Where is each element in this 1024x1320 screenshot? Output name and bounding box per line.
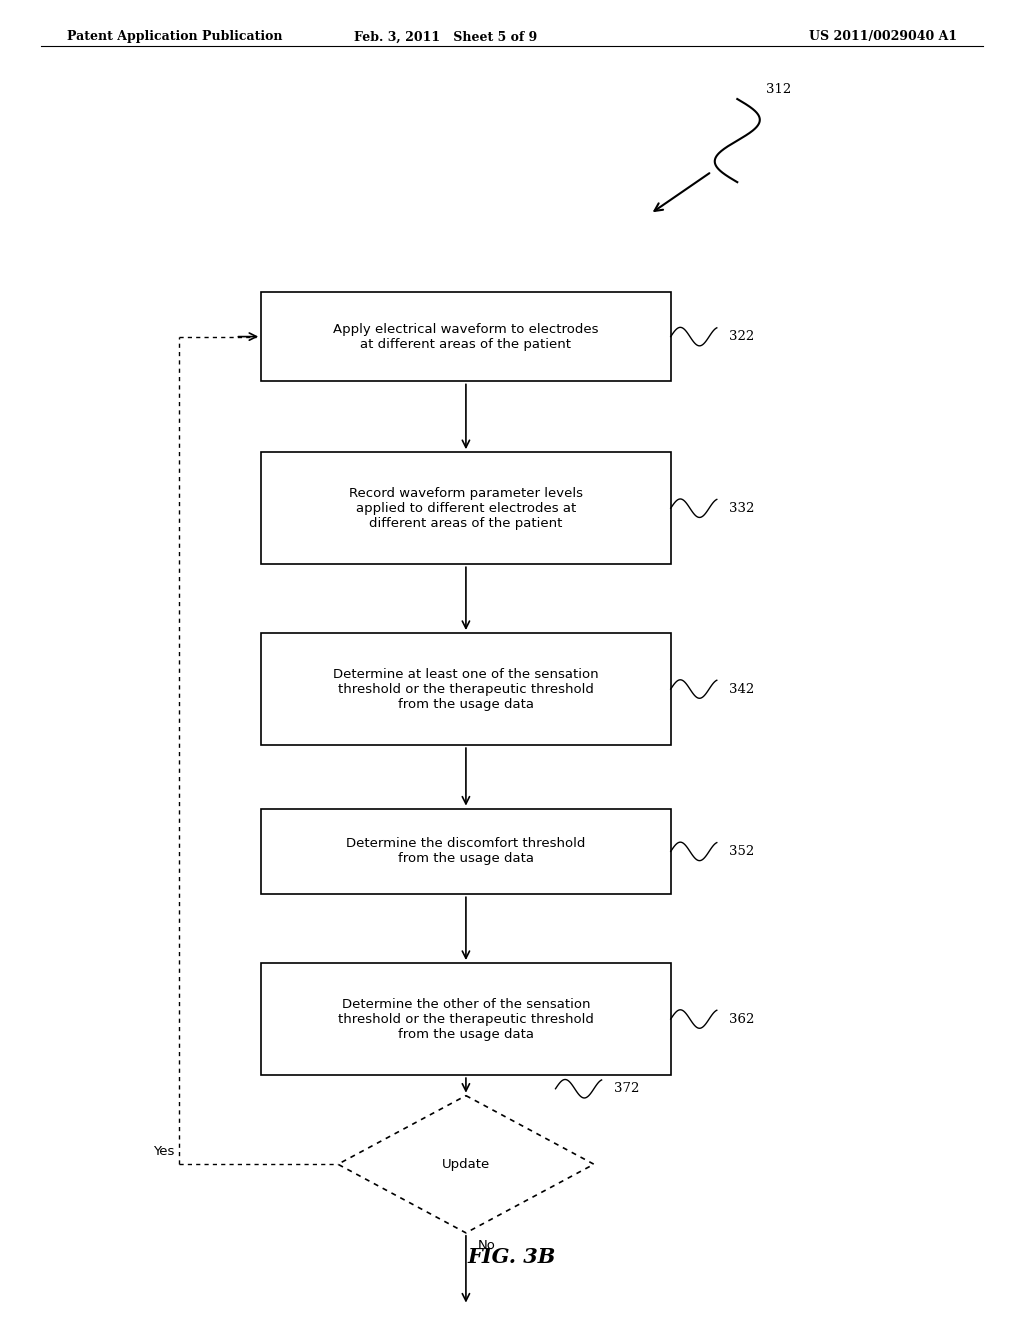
FancyBboxPatch shape <box>261 451 671 565</box>
Text: 332: 332 <box>729 502 755 515</box>
FancyBboxPatch shape <box>261 964 671 1074</box>
Text: No: No <box>478 1239 496 1253</box>
FancyBboxPatch shape <box>261 808 671 895</box>
Text: Apply electrical waveform to electrodes
at different areas of the patient: Apply electrical waveform to electrodes … <box>333 322 599 351</box>
Text: Update: Update <box>441 1158 490 1171</box>
Text: 362: 362 <box>729 1012 755 1026</box>
Text: 322: 322 <box>729 330 755 343</box>
Text: 372: 372 <box>614 1082 639 1096</box>
Text: 352: 352 <box>729 845 755 858</box>
Text: Determine the other of the sensation
threshold or the therapeutic threshold
from: Determine the other of the sensation thr… <box>338 998 594 1040</box>
FancyBboxPatch shape <box>261 292 671 381</box>
Text: US 2011/0029040 A1: US 2011/0029040 A1 <box>809 30 957 44</box>
Text: Record waveform parameter levels
applied to different electrodes at
different ar: Record waveform parameter levels applied… <box>349 487 583 529</box>
Text: Determine the discomfort threshold
from the usage data: Determine the discomfort threshold from … <box>346 837 586 866</box>
Text: 312: 312 <box>766 83 792 96</box>
Text: Determine at least one of the sensation
threshold or the therapeutic threshold
f: Determine at least one of the sensation … <box>333 668 599 710</box>
Text: Patent Application Publication: Patent Application Publication <box>67 30 282 44</box>
Text: Feb. 3, 2011   Sheet 5 of 9: Feb. 3, 2011 Sheet 5 of 9 <box>354 30 537 44</box>
FancyBboxPatch shape <box>261 634 671 744</box>
Text: FIG. 3B: FIG. 3B <box>468 1246 556 1267</box>
Text: Yes: Yes <box>153 1144 174 1158</box>
Text: 342: 342 <box>729 682 755 696</box>
